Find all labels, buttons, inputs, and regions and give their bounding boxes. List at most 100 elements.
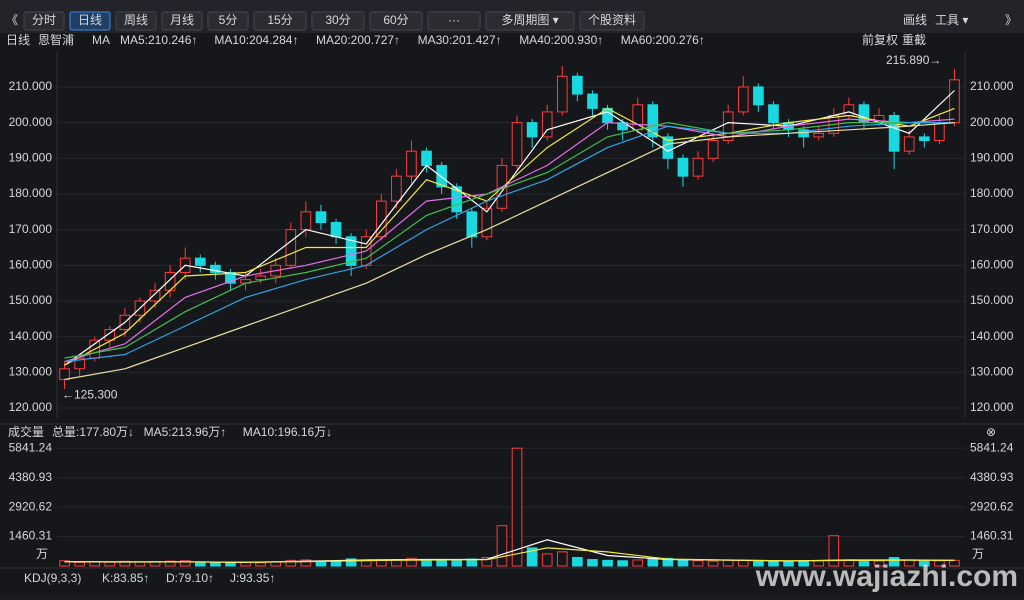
volume-bar xyxy=(572,557,583,567)
volume-bar xyxy=(210,561,221,567)
candle-body xyxy=(722,111,734,141)
candle-body xyxy=(617,122,628,131)
volume-bar xyxy=(692,560,704,567)
candle-body xyxy=(285,229,297,266)
ma-value: MA5:210.246↑ xyxy=(120,33,197,47)
candle-body xyxy=(587,93,598,109)
y-tick-label: 210.000 xyxy=(970,79,1014,93)
candle-body xyxy=(813,132,825,138)
tab-label[interactable]: 周线 xyxy=(124,13,148,27)
candle-body xyxy=(300,211,312,231)
volume-bar xyxy=(873,560,885,567)
nav-right[interactable]: 》 xyxy=(1005,13,1017,27)
volume-header: MA10:196.16万↓ xyxy=(243,425,332,439)
tab-label[interactable]: 月线 xyxy=(170,13,194,27)
volume-bar xyxy=(451,559,463,567)
tab-label[interactable]: 多周期图 ▾ xyxy=(501,13,558,27)
volume-bar xyxy=(315,561,327,567)
kdj-label: K:83.85↑ xyxy=(102,571,149,585)
tab-button[interactable] xyxy=(485,11,575,31)
unit-label: 万 xyxy=(36,547,48,561)
y-tick-label: 2920.62 xyxy=(970,499,1014,513)
volume-bar xyxy=(270,561,282,567)
volume-bar xyxy=(677,559,689,567)
ma-value: MA60:200.276↑ xyxy=(621,33,705,47)
volume-bar xyxy=(556,551,568,567)
candle-body xyxy=(556,75,568,113)
candle-body xyxy=(59,368,70,380)
volume-bar xyxy=(918,560,930,567)
tab-label[interactable]: ··· xyxy=(448,13,460,27)
tab-button[interactable] xyxy=(23,11,65,31)
tab-button[interactable] xyxy=(311,11,365,31)
volume-bar xyxy=(225,562,236,567)
y-tick-label: 190.000 xyxy=(9,150,53,164)
candle-body xyxy=(406,150,417,177)
candle-body xyxy=(949,79,960,124)
tab-label[interactable]: 日线 xyxy=(78,13,102,27)
adjust-button[interactable]: 重截 xyxy=(902,33,926,47)
adjust-button[interactable]: 前复权 xyxy=(862,32,898,47)
candle-body xyxy=(526,122,538,138)
volume-bar xyxy=(104,561,116,567)
candle-body xyxy=(451,186,463,213)
candle-body xyxy=(330,222,342,238)
ma-line xyxy=(64,118,955,363)
candle-body xyxy=(737,86,749,113)
volume-bar xyxy=(421,560,432,567)
tool-button[interactable]: 画线 xyxy=(903,13,927,27)
y-tick-label: 170.000 xyxy=(970,222,1014,236)
tool-button[interactable]: 工具 ▾ xyxy=(935,13,968,27)
volume-bar xyxy=(300,559,312,567)
candle-body xyxy=(707,139,719,159)
volume-bar xyxy=(722,559,734,567)
tab-button[interactable] xyxy=(69,11,111,31)
tab-label[interactable]: 15分 xyxy=(267,13,292,27)
period: 日线 xyxy=(6,33,30,47)
ma-line xyxy=(64,122,955,381)
tab-button[interactable] xyxy=(207,11,249,31)
tab-button[interactable] xyxy=(579,11,645,31)
y-tick-label: 120.000 xyxy=(9,400,53,414)
tab-button[interactable] xyxy=(253,11,307,31)
nav-left[interactable]: 《 xyxy=(6,13,18,27)
ma-value: MA30:201.427↑ xyxy=(418,33,502,47)
tab-label[interactable]: 30分 xyxy=(325,13,350,27)
tab-label[interactable]: 分时 xyxy=(32,13,56,27)
tab-button[interactable] xyxy=(427,11,481,31)
kdj-label: KDJ(9,3,3) xyxy=(24,571,81,585)
volume-bar xyxy=(406,557,417,567)
candle-body xyxy=(391,175,402,202)
y-tick-label: 120.000 xyxy=(970,400,1014,414)
y-tick-label: 5841.24 xyxy=(970,440,1014,454)
tab-button[interactable] xyxy=(369,11,423,31)
tab-label[interactable]: 个股资料 xyxy=(588,13,636,27)
volume-bar xyxy=(179,560,191,567)
y-tick-label: 160.000 xyxy=(9,257,53,271)
tab-button[interactable] xyxy=(161,11,203,31)
y-tick-label: 180.000 xyxy=(970,186,1014,200)
candle-body xyxy=(225,271,236,284)
y-tick-label: 200.000 xyxy=(9,115,53,129)
y-tick-label: 170.000 xyxy=(9,222,53,236)
close-icon[interactable]: ⊗ xyxy=(986,425,996,439)
tab-button[interactable] xyxy=(115,11,157,31)
volume-bar xyxy=(345,558,357,567)
y-tick-label: 5841.24 xyxy=(9,440,53,454)
ma-line xyxy=(64,121,955,359)
y-tick-label: 130.000 xyxy=(970,365,1014,379)
candle-body xyxy=(798,129,809,138)
tab-label[interactable]: 60分 xyxy=(383,13,408,27)
candle-body xyxy=(918,136,930,141)
y-tick-label: 1460.31 xyxy=(970,529,1014,543)
kdj-label: J:93.35↑ xyxy=(230,571,275,585)
tab-label[interactable]: 5分 xyxy=(219,13,238,27)
y-tick-label: 140.000 xyxy=(9,329,53,343)
volume-bar xyxy=(285,559,297,567)
volume-bar xyxy=(481,557,493,567)
candle-body xyxy=(255,275,266,281)
ma-value: MA40:200.930↑ xyxy=(519,33,603,47)
candle-body xyxy=(481,207,493,238)
volume-bar xyxy=(436,560,447,567)
candle-body xyxy=(466,211,478,238)
